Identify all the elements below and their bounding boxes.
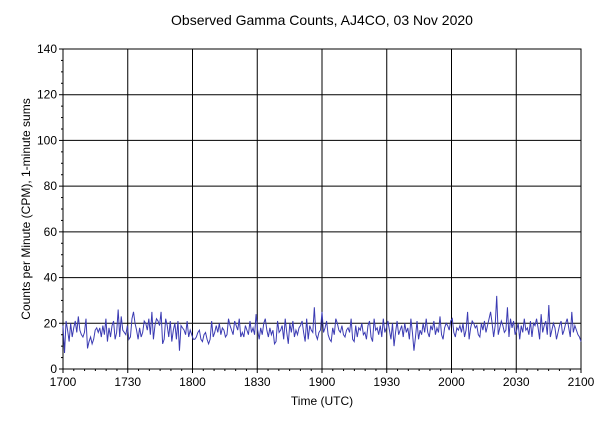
x-tick-label: 1700 — [50, 375, 77, 389]
x-axis-label: Time (UTC) — [291, 394, 353, 408]
y-tick-label: 60 — [44, 225, 58, 239]
y-axis-ticks: 0 20 40 60 80 100 120 140 — [37, 42, 63, 376]
series-line-gamma-counts — [62, 295, 582, 354]
y-tick-label: 40 — [44, 271, 58, 285]
y-tick-label: 20 — [44, 316, 58, 330]
x-tick-label: 2000 — [438, 375, 465, 389]
x-tick-label: 2100 — [568, 375, 595, 389]
x-tick-label: 1800 — [179, 375, 206, 389]
y-tick-label: 0 — [50, 362, 57, 376]
y-tick-label: 80 — [44, 179, 58, 193]
x-tick-label: 2030 — [503, 375, 530, 389]
x-tick-label: 1900 — [309, 375, 336, 389]
x-axis-ticks: 1700 1730 1800 1830 1900 1930 2000 2030 2100 — [50, 369, 595, 389]
y-axis-label: Counts per Minute (CPM), 1-minute sums — [19, 98, 33, 319]
x-tick-label: 1830 — [244, 375, 271, 389]
y-tick-label: 120 — [37, 88, 57, 102]
x-tick-label: 1930 — [373, 375, 400, 389]
x-tick-label: 1730 — [114, 375, 141, 389]
chart-title: Observed Gamma Counts, AJ4CO, 03 Nov 202… — [171, 12, 473, 28]
grid-lines — [62, 48, 582, 370]
y-tick-label: 140 — [37, 42, 57, 56]
y-tick-label: 100 — [37, 133, 57, 147]
